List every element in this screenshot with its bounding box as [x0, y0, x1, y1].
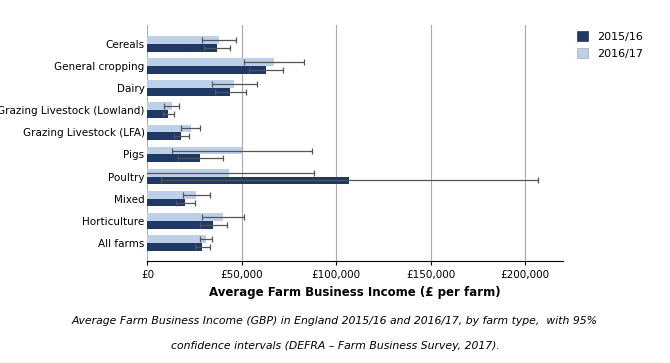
Bar [147, 80, 234, 88]
Bar [147, 58, 274, 66]
Text: Average Farm Business Income (GBP) in England 2015/16 and 2016/17, by farm type,: Average Farm Business Income (GBP) in En… [72, 316, 598, 326]
Bar [147, 154, 200, 162]
Legend: 2015/16, 2016/17: 2015/16, 2016/17 [577, 31, 643, 59]
Bar [147, 44, 217, 52]
Bar [147, 213, 223, 221]
Bar [147, 221, 214, 229]
Bar [147, 169, 228, 176]
Bar [147, 132, 182, 140]
Bar [147, 88, 230, 96]
Bar [147, 243, 202, 250]
Bar [147, 191, 196, 199]
Bar [147, 66, 267, 74]
Bar [147, 125, 191, 132]
Text: confidence intervals (DEFRA – Farm Business Survey, 2017).: confidence intervals (DEFRA – Farm Busin… [171, 341, 499, 351]
Bar [147, 176, 350, 184]
Bar [147, 110, 168, 118]
Bar [147, 36, 219, 44]
Bar [147, 235, 206, 243]
X-axis label: Average Farm Business Income (£ per farm): Average Farm Business Income (£ per farm… [209, 286, 501, 299]
Bar [147, 102, 172, 110]
Bar [147, 199, 185, 207]
Bar [147, 147, 242, 154]
